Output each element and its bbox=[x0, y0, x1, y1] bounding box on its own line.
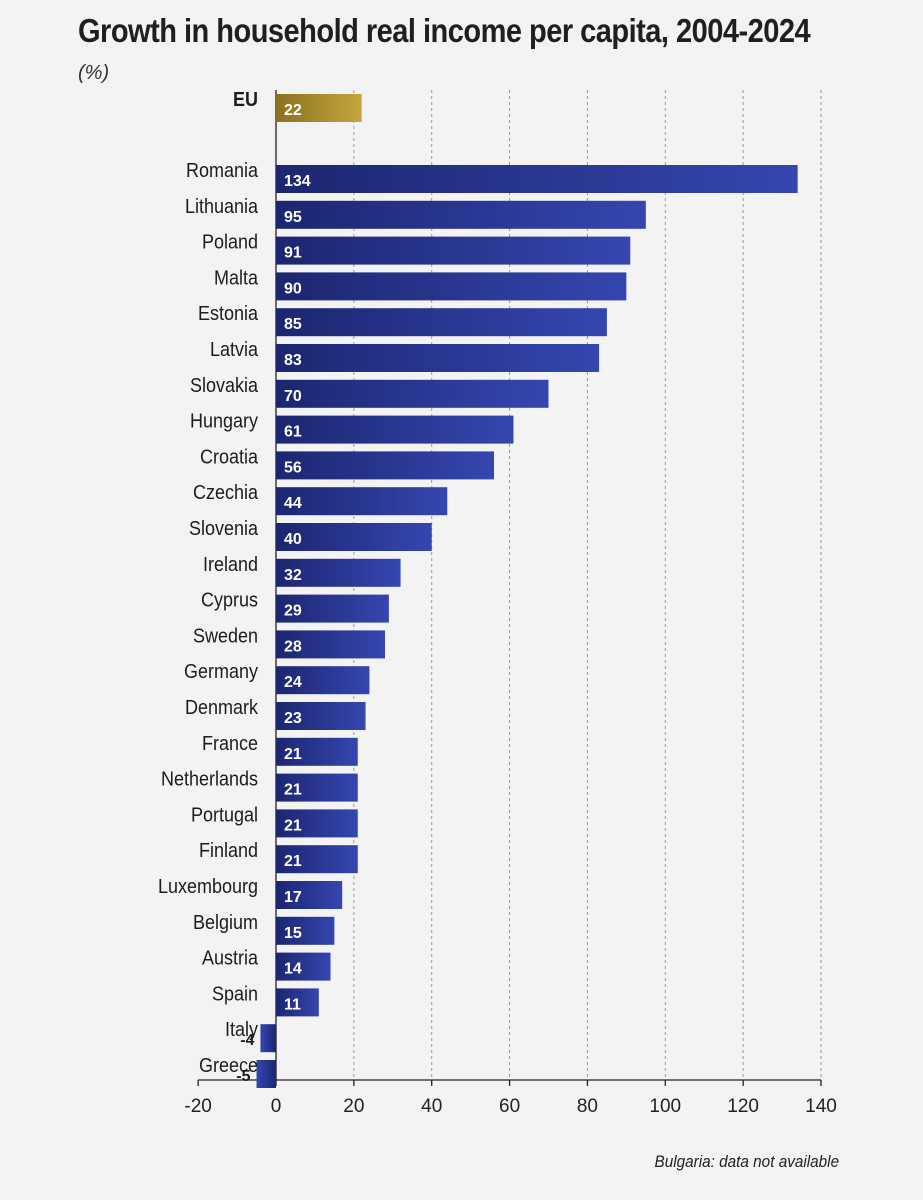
category-label: Spain bbox=[212, 984, 258, 1006]
data-label: 24 bbox=[284, 674, 302, 691]
category-label: Germany bbox=[184, 661, 258, 683]
x-tick-label: 0 bbox=[271, 1096, 282, 1117]
data-label: 40 bbox=[284, 531, 302, 548]
bar bbox=[276, 308, 607, 337]
data-label: 134 bbox=[284, 173, 311, 190]
category-label: Poland bbox=[202, 232, 258, 254]
bar bbox=[276, 344, 600, 372]
data-label: 44 bbox=[284, 495, 302, 512]
category-label: Finland bbox=[199, 840, 258, 862]
category-label: Cyprus bbox=[201, 590, 258, 612]
bar bbox=[276, 666, 370, 695]
bar bbox=[276, 272, 627, 301]
bar bbox=[276, 630, 385, 659]
category-label: Slovenia bbox=[189, 518, 258, 540]
category-label: Slovakia bbox=[190, 375, 258, 397]
data-label: 21 bbox=[284, 746, 302, 763]
category-label: Latvia bbox=[210, 339, 258, 361]
data-label: 29 bbox=[284, 603, 302, 620]
data-label: 32 bbox=[284, 567, 302, 584]
bar bbox=[276, 773, 358, 802]
x-tick-label: 140 bbox=[805, 1096, 837, 1117]
category-label: Denmark bbox=[185, 697, 258, 719]
category-label: Croatia bbox=[200, 447, 258, 469]
bar bbox=[276, 988, 319, 1017]
category-label: Ireland bbox=[203, 554, 258, 576]
category-label: Lithuania bbox=[185, 196, 258, 218]
data-label: 91 bbox=[284, 245, 302, 262]
data-label: 21 bbox=[284, 782, 302, 799]
bar bbox=[276, 952, 331, 981]
bar bbox=[276, 845, 358, 874]
category-label: Belgium bbox=[193, 912, 258, 934]
data-label: 70 bbox=[284, 388, 302, 405]
bar bbox=[276, 916, 335, 945]
data-label: 95 bbox=[284, 209, 302, 226]
bar bbox=[260, 1024, 276, 1053]
bar bbox=[276, 379, 549, 408]
eu-bar bbox=[276, 94, 362, 122]
bar bbox=[276, 702, 366, 730]
category-label: Estonia bbox=[198, 303, 258, 325]
data-label: 90 bbox=[284, 280, 302, 297]
category-label: Greece bbox=[199, 1055, 258, 1077]
bar bbox=[276, 451, 494, 480]
data-label: 56 bbox=[284, 459, 302, 476]
bar bbox=[276, 487, 448, 516]
x-tick-label: 20 bbox=[343, 1096, 364, 1117]
data-label: 85 bbox=[284, 316, 302, 333]
category-label: Italy bbox=[225, 1019, 258, 1041]
category-label: Luxembourg bbox=[158, 876, 258, 898]
x-tick-label: 80 bbox=[577, 1096, 598, 1117]
x-tick-label: 120 bbox=[727, 1096, 759, 1117]
category-label: Romania bbox=[186, 160, 258, 182]
data-label: 17 bbox=[284, 889, 302, 906]
data-label: -5 bbox=[236, 1068, 250, 1085]
chart-unit: (%) bbox=[78, 62, 110, 84]
x-tick-label: 60 bbox=[499, 1096, 520, 1117]
bar bbox=[276, 737, 358, 766]
bar bbox=[276, 236, 631, 265]
data-label: 14 bbox=[284, 961, 302, 978]
category-label: Netherlands bbox=[161, 769, 258, 791]
category-label: Portugal bbox=[191, 805, 258, 827]
bar bbox=[276, 200, 646, 229]
data-label: 22 bbox=[284, 102, 302, 119]
bar bbox=[276, 594, 389, 623]
data-label: 23 bbox=[284, 710, 302, 727]
bar bbox=[276, 558, 401, 587]
data-label: 21 bbox=[284, 817, 302, 834]
category-label: Sweden bbox=[193, 626, 258, 648]
x-tick-label: 100 bbox=[649, 1096, 681, 1117]
bar bbox=[276, 415, 514, 444]
eu-category-label: EU bbox=[233, 89, 258, 111]
x-tick-label: -20 bbox=[184, 1096, 211, 1117]
data-label: 28 bbox=[284, 638, 302, 655]
bar bbox=[276, 523, 432, 551]
data-label: 11 bbox=[284, 996, 301, 1013]
category-label: France bbox=[202, 733, 258, 755]
bar bbox=[276, 809, 358, 838]
bar bbox=[276, 165, 798, 193]
data-label: 83 bbox=[284, 352, 302, 369]
data-label: 21 bbox=[284, 853, 302, 870]
bar bbox=[276, 881, 343, 909]
category-label: Austria bbox=[202, 948, 258, 970]
bar bbox=[256, 1060, 276, 1088]
category-label: Czechia bbox=[193, 482, 258, 504]
x-tick-label: 40 bbox=[421, 1096, 442, 1117]
data-label: -4 bbox=[240, 1032, 254, 1049]
category-label: Malta bbox=[214, 268, 258, 290]
data-label: 15 bbox=[284, 925, 302, 942]
category-label: Hungary bbox=[190, 411, 258, 433]
footnote: Bulgaria: data not available bbox=[654, 1152, 839, 1171]
chart-title: Growth in household real income per capi… bbox=[78, 12, 811, 49]
data-label: 61 bbox=[284, 424, 302, 441]
